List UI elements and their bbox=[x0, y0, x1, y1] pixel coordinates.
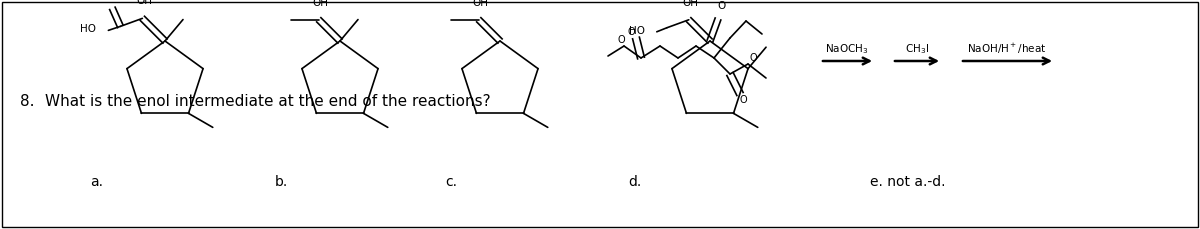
Text: CH$_3$I: CH$_3$I bbox=[905, 42, 929, 56]
Text: b.: b. bbox=[275, 175, 288, 189]
Text: O: O bbox=[739, 95, 746, 105]
Text: a.: a. bbox=[90, 175, 103, 189]
Text: What is the enol intermediate at the end of the reactions?: What is the enol intermediate at the end… bbox=[46, 93, 491, 109]
Text: c.: c. bbox=[445, 175, 457, 189]
Text: OH: OH bbox=[683, 0, 698, 8]
Text: O: O bbox=[617, 35, 625, 45]
FancyBboxPatch shape bbox=[2, 2, 1198, 227]
Text: HO: HO bbox=[629, 26, 644, 36]
Text: 8.: 8. bbox=[20, 93, 35, 109]
Text: NaOH/H$^+$/heat: NaOH/H$^+$/heat bbox=[967, 42, 1046, 56]
Text: HO: HO bbox=[80, 24, 96, 34]
Text: e. not a.-d.: e. not a.-d. bbox=[870, 175, 946, 189]
Text: OH: OH bbox=[313, 0, 329, 8]
Text: O: O bbox=[716, 1, 725, 11]
Text: OH: OH bbox=[473, 0, 488, 8]
Text: NaOCH$_3$: NaOCH$_3$ bbox=[826, 42, 869, 56]
Text: O: O bbox=[749, 53, 757, 63]
Text: d.: d. bbox=[628, 175, 641, 189]
Text: O: O bbox=[628, 27, 635, 37]
Text: OH: OH bbox=[137, 0, 152, 6]
